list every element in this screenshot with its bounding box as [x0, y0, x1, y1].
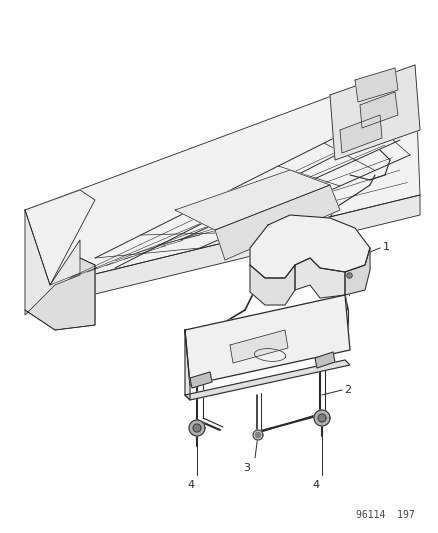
Text: 1: 1 [382, 242, 389, 252]
Polygon shape [175, 170, 329, 230]
Polygon shape [344, 248, 369, 295]
Polygon shape [317, 414, 325, 422]
Polygon shape [255, 432, 260, 438]
Polygon shape [252, 430, 262, 440]
Polygon shape [339, 115, 381, 153]
Polygon shape [25, 190, 95, 285]
Polygon shape [313, 410, 329, 426]
Polygon shape [50, 195, 419, 305]
Polygon shape [294, 258, 344, 298]
Polygon shape [190, 372, 212, 388]
Polygon shape [25, 65, 419, 285]
Polygon shape [230, 330, 287, 363]
Text: 2: 2 [343, 385, 350, 395]
Polygon shape [189, 420, 205, 436]
Polygon shape [25, 210, 95, 330]
Polygon shape [249, 215, 369, 278]
Polygon shape [25, 258, 95, 330]
Polygon shape [215, 185, 339, 260]
Text: 3: 3 [243, 463, 250, 473]
Polygon shape [329, 65, 419, 160]
Polygon shape [184, 360, 349, 400]
Text: 96114  197: 96114 197 [356, 510, 414, 520]
Polygon shape [184, 295, 349, 385]
Polygon shape [184, 330, 190, 400]
Polygon shape [314, 352, 334, 368]
Polygon shape [249, 265, 294, 305]
Polygon shape [354, 68, 397, 102]
Text: 4: 4 [312, 480, 319, 490]
Polygon shape [359, 92, 397, 128]
Text: 4: 4 [187, 480, 194, 490]
Polygon shape [193, 424, 201, 432]
